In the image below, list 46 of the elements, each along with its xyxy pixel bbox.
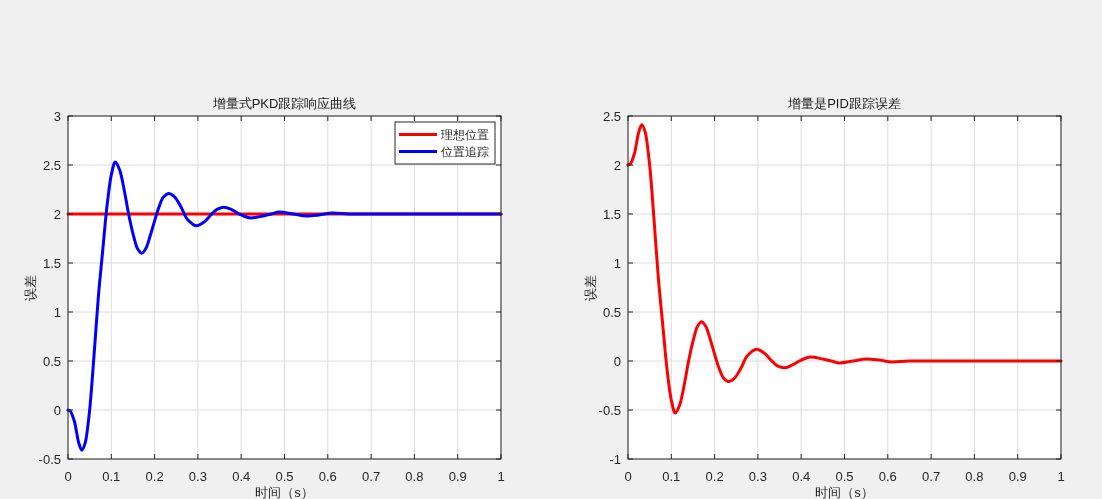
y-tick-label: 0 [53,402,61,418]
y-tick-label: 2 [53,206,61,222]
x-axis-title: 时间（s） [255,484,314,499]
y-tick-label: -1 [609,451,621,467]
x-tick-label: 0.2 [705,468,724,484]
x-tick-label: 0.4 [232,468,251,484]
y-tick-label: 2.5 [602,108,621,124]
x-tick-label: 0.8 [965,468,984,484]
x-tick-label: 0.2 [145,468,164,484]
x-tick-label: 0.6 [318,468,337,484]
y-axis-title: 误差 [22,274,38,301]
x-tick-label: 0.1 [102,468,121,484]
x-tick-label: 0.6 [878,468,897,484]
y-tick-label: -0.5 [38,451,61,467]
y-tick-label: 0.5 [42,353,61,369]
y-tick-label: 2.5 [42,157,61,173]
legend-label: 理想位置 [441,127,489,142]
y-tick-label: 1.5 [602,206,621,222]
y-tick-label: 1 [613,255,621,271]
chart-title: 增量式PKD跟踪响应曲线 [211,95,357,111]
x-tick-label: 0.4 [792,468,811,484]
y-tick-label: -0.5 [598,402,621,418]
x-tick-label: 0.7 [362,468,381,484]
y-tick-label: 3 [53,108,61,124]
x-tick-label: 0.9 [1008,468,1027,484]
x-tick-label: 0.8 [405,468,424,484]
y-tick-label: 1 [53,304,61,320]
y-tick-label: 2 [613,157,621,173]
legend-label: 位置追踪 [441,144,489,159]
x-tick-label: 0.3 [748,468,767,484]
y-axis-title: 误差 [582,274,598,301]
x-axis-title: 时间（s） [815,484,874,499]
x-tick-label: 0.5 [835,468,854,484]
y-tick-label: 0.5 [602,304,621,320]
x-tick-label: 0.3 [188,468,207,484]
x-tick-label: 1 [497,468,505,484]
chart-title: 增量是PID跟踪误差 [787,95,901,111]
x-tick-label: 1 [1057,468,1065,484]
x-tick-label: 0.9 [448,468,467,484]
y-tick-label: 0 [613,353,621,369]
x-tick-label: 0.1 [662,468,681,484]
y-tick-label: 1.5 [42,255,61,271]
x-tick-label: 0 [64,468,72,484]
x-tick-label: 0 [624,468,632,484]
x-tick-label: 0.5 [275,468,294,484]
x-tick-label: 0.7 [922,468,941,484]
